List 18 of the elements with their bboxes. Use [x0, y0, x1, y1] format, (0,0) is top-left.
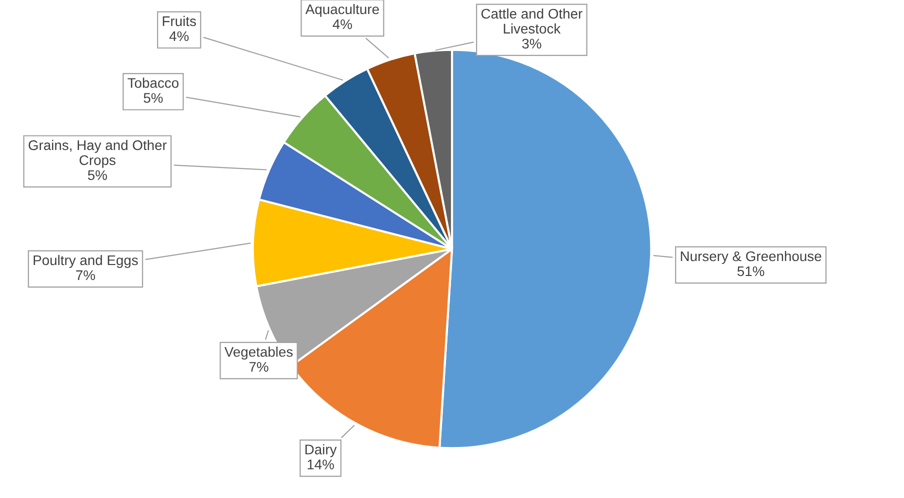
- data-label: 4%: [332, 19, 352, 30]
- slice-label: Vegetables: [224, 346, 293, 360]
- data-label: 7%: [249, 362, 268, 372]
- slice-label: Aquaculture: [305, 4, 379, 17]
- slice-label: Cattle and Other Livestock: [481, 8, 582, 34]
- data-label: 7%: [76, 270, 96, 280]
- data-label: 4%: [169, 31, 189, 42]
- slice-label: Dairy: [305, 444, 337, 458]
- slice-label: Poultry and Eggs: [34, 254, 138, 268]
- data-label: 51%: [737, 266, 764, 276]
- data-label: 5%: [144, 93, 163, 103]
- data-label: 3%: [522, 38, 542, 49]
- slice-label: Fruits: [162, 16, 196, 26]
- slice-label: Tobacco: [128, 78, 178, 88]
- slice-label: Grains, Hay and Other Crops: [28, 140, 167, 168]
- data-label: 5%: [88, 170, 107, 180]
- slice-label: Nursery & Greenhouse: [680, 250, 822, 264]
- data-label: 14%: [308, 460, 334, 470]
